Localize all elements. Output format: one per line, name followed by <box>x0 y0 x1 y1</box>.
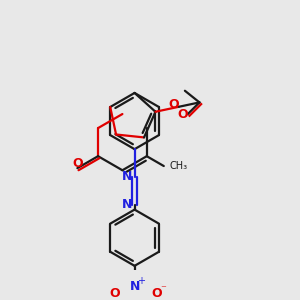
Text: O: O <box>151 287 162 300</box>
Text: O: O <box>168 98 179 110</box>
Text: ⁻: ⁻ <box>160 284 166 294</box>
Text: O: O <box>72 157 83 170</box>
Text: N: N <box>122 170 132 183</box>
Text: CH₃: CH₃ <box>170 161 188 171</box>
Text: O: O <box>178 108 188 121</box>
Text: N: N <box>129 280 140 292</box>
Text: N: N <box>122 198 132 211</box>
Text: +: + <box>137 276 145 286</box>
Text: O: O <box>110 287 120 300</box>
